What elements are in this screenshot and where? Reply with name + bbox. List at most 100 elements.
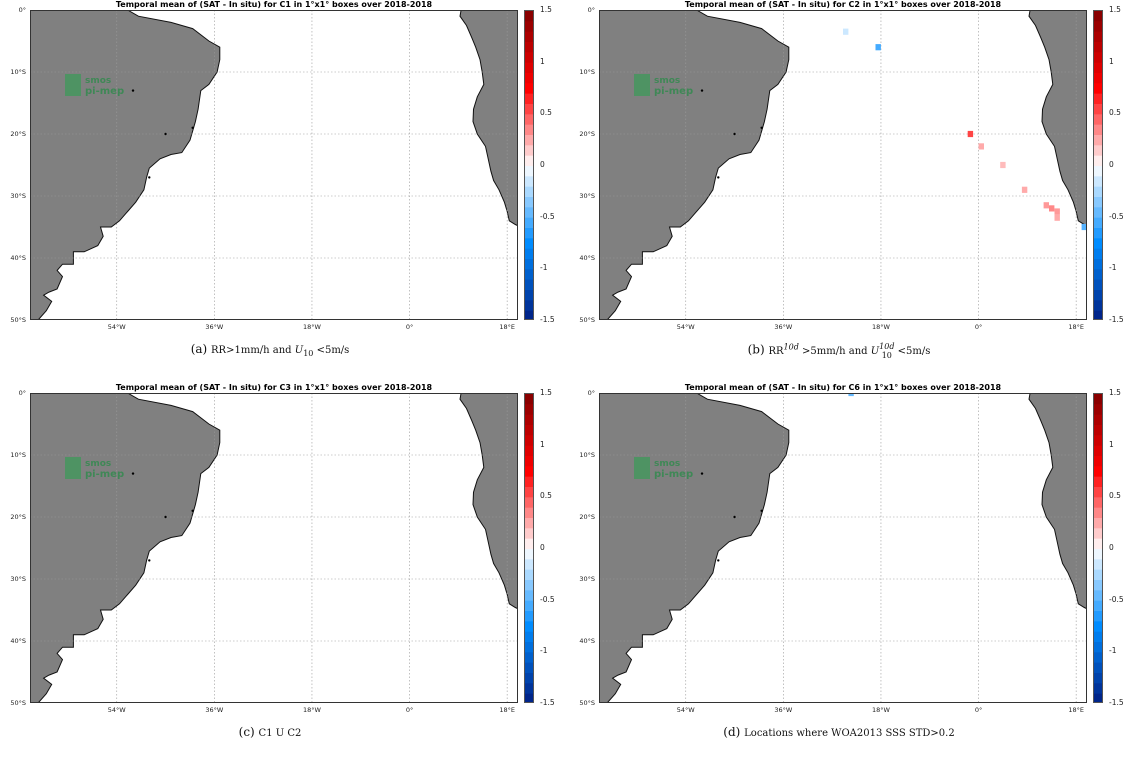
colorbar-step: [525, 31, 533, 43]
caption-letter: (c): [238, 725, 259, 739]
lon-tick-label: 18°W: [871, 323, 890, 331]
island: [148, 176, 151, 179]
island: [164, 515, 167, 519]
colorbar-step: [525, 487, 533, 498]
colorbar-step: [1094, 673, 1102, 684]
colorbar-tick-label: 1: [540, 439, 545, 449]
colorbar-step: [1094, 507, 1102, 519]
lat-tick-label: 20°S: [579, 130, 595, 138]
colorbar-step: [525, 124, 533, 136]
lon-tick-label: 0°: [405, 706, 414, 714]
colorbar-step: [1094, 549, 1102, 560]
colorbar-step: [1094, 642, 1102, 653]
colorbar-tick-label: 1.5: [540, 5, 552, 14]
colorbar-step: [525, 662, 533, 674]
lon-tick-label: 36°W: [205, 323, 224, 331]
colorbar-tick-label: -0.5: [1109, 211, 1124, 221]
colorbar-step: [525, 83, 533, 95]
island: [164, 132, 167, 136]
colorbar-tick-label: 1.5: [1109, 388, 1121, 397]
map-panel: Temporal mean of (SAT - In situ) for C3 …: [0, 383, 560, 753]
colorbar-step: [1094, 259, 1102, 270]
panel-caption: (c) C1 U C2: [0, 725, 540, 739]
colorbar-tick-label: 1: [1109, 439, 1114, 449]
data-box: [848, 393, 854, 397]
colorbar-tick-label: 1: [540, 56, 545, 66]
map-panel: Temporal mean of (SAT - In situ) for C1 …: [0, 0, 560, 370]
island: [131, 89, 135, 92]
colorbar-step: [1094, 42, 1102, 53]
colorbar-step: [1094, 683, 1102, 695]
watermark-text: smos: [85, 459, 111, 469]
land-africa: [459, 393, 518, 610]
colorbar-step: [525, 228, 533, 239]
colorbar-step: [525, 259, 533, 270]
lat-tick-label: 30°S: [10, 192, 26, 200]
colorbar-step: [525, 11, 533, 22]
colorbar-step: [1094, 238, 1102, 250]
lat-tick-label: 10°S: [10, 451, 26, 459]
colorbar-step: [525, 445, 533, 457]
colorbar-step: [525, 21, 533, 33]
colorbar-step: [1094, 186, 1102, 198]
lat-tick-label: 40°S: [579, 254, 595, 262]
colorbar-step: [1094, 538, 1102, 550]
lon-tick-label: 18°E: [1068, 706, 1084, 714]
island: [700, 89, 704, 92]
colorbar-step: [525, 279, 533, 291]
lon-tick-label: 36°W: [774, 706, 793, 714]
colorbar-step: [1094, 62, 1102, 74]
colorbar-step: [525, 269, 533, 281]
colorbar-step: [525, 642, 533, 653]
colorbar-step: [525, 590, 533, 602]
colorbar-step: [1094, 693, 1102, 702]
lon-tick-label: 18°E: [1068, 323, 1084, 331]
colorbar-step: [525, 425, 533, 436]
data-box: [1081, 223, 1087, 231]
lat-tick-label: 30°S: [579, 575, 595, 583]
watermark-text: smos: [85, 76, 111, 86]
lat-tick-label: 0°: [587, 389, 595, 397]
colorbar-step: [1094, 310, 1102, 319]
caption-text: RR>1mm/h and U10 <5m/s: [211, 345, 350, 358]
island: [148, 559, 151, 562]
colorbar-step: [1094, 528, 1102, 540]
colorbar-step: [1094, 21, 1102, 33]
caption-letter: (b): [747, 342, 769, 357]
data-box: [978, 143, 984, 150]
colorbar: [524, 10, 534, 320]
colorbar-step: [1094, 600, 1102, 612]
colorbar-step: [1094, 590, 1102, 602]
colorbar-step: [1094, 269, 1102, 281]
lon-tick-label: 18°W: [302, 706, 321, 714]
map-frame: [599, 10, 1087, 320]
colorbar-tick-label: -0.5: [540, 594, 555, 604]
map-panel: Temporal mean of (SAT - In situ) for C2 …: [569, 0, 1129, 370]
colorbar-tick-label: 0.5: [1109, 108, 1121, 118]
lat-tick-label: 0°: [587, 6, 595, 14]
island: [700, 472, 704, 475]
colorbar-step: [1094, 611, 1102, 622]
colorbar-step: [525, 197, 533, 208]
colorbar-step: [525, 693, 533, 702]
lat-tick-label: 30°S: [579, 192, 595, 200]
lat-tick-label: 0°: [18, 389, 26, 397]
colorbar-step: [1094, 487, 1102, 498]
colorbar-step: [1094, 414, 1102, 426]
colorbar-step: [1094, 466, 1102, 478]
panel-caption: (a) RR>1mm/h and U10 <5m/s: [0, 342, 540, 358]
lat-tick-label: 20°S: [10, 513, 26, 521]
colorbar-step: [525, 456, 533, 467]
lat-tick-label: 10°S: [10, 68, 26, 76]
colorbar-step: [1094, 518, 1102, 529]
watermark-text: smos: [654, 459, 680, 469]
colorbar-step: [525, 155, 533, 167]
colorbar-step: [1094, 631, 1102, 643]
colorbar-step: [525, 507, 533, 519]
colorbar-step: [525, 394, 533, 405]
colorbar-step: [525, 300, 533, 312]
colorbar-step: [1094, 580, 1102, 591]
data-box: [1000, 161, 1006, 169]
